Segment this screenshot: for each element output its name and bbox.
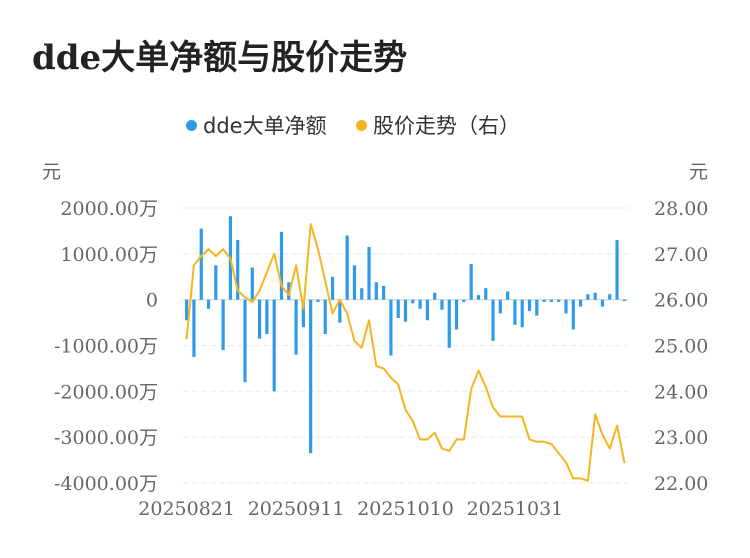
- dde-bar: [600, 299, 605, 307]
- dde-bar: [535, 299, 539, 316]
- dde-bar: [192, 299, 196, 357]
- dde-bar: [309, 299, 313, 454]
- dde-bar: [243, 299, 247, 383]
- price-line-layer: [185, 223, 626, 482]
- left-tick-label: -3000.00万: [54, 427, 158, 449]
- right-tick-label: 28.00: [654, 198, 708, 220]
- dde-bar: [454, 299, 459, 330]
- left-tick-label: -4000.00万: [54, 473, 158, 495]
- x-axis-ticks: 20250821 20250911 20251010 20251031: [138, 498, 563, 520]
- right-axis-ticks: 28.00 27.00 26.00 25.00 24.00 23.00 22.00: [654, 198, 708, 495]
- price-line: [185, 223, 626, 482]
- dde-bar: [185, 299, 189, 321]
- dde-bar: [440, 299, 444, 310]
- dde-bar: [236, 240, 240, 300]
- dde-bar: [374, 282, 378, 300]
- dde-bar: [557, 299, 561, 302]
- x-tick-label: 20251010: [357, 498, 454, 520]
- dde-bar: [469, 263, 473, 300]
- legend-label-price: 股价走势（右）: [373, 114, 520, 138]
- left-tick-label: 1000.00万: [60, 244, 158, 266]
- dde-bar: [345, 235, 349, 300]
- dde-bar: [571, 299, 575, 330]
- right-tick-label: 22.00: [654, 473, 708, 495]
- dde-bar: [527, 299, 532, 312]
- dde-bar: [316, 299, 320, 302]
- dde-bar: [578, 299, 583, 307]
- dde-bar: [418, 299, 422, 309]
- dde-bar: [506, 291, 510, 300]
- left-tick-label: 2000.00万: [60, 198, 158, 220]
- x-tick-label: 20250911: [248, 498, 345, 520]
- dde-bar: [265, 299, 269, 335]
- legend-dot-dde: [186, 119, 197, 131]
- right-tick-label: 23.00: [654, 427, 708, 449]
- dde-bar: [338, 299, 342, 323]
- dde-bar: [542, 299, 546, 302]
- dde-bar: [257, 299, 262, 339]
- dde-bar: [425, 299, 429, 321]
- dde-bar: [382, 285, 386, 300]
- dde-bar: [221, 299, 225, 351]
- left-tick-label: -1000.00万: [54, 336, 158, 358]
- x-tick-label: 20250821: [138, 498, 235, 520]
- dde-bar: [272, 299, 276, 392]
- legend-dot-price: [356, 119, 367, 131]
- legend-label-dde: dde大单净额: [203, 114, 327, 138]
- dde-bar: [403, 299, 408, 322]
- dde-bar: [330, 276, 335, 300]
- dde-bar: [396, 299, 400, 318]
- dde-bar: [250, 267, 254, 300]
- right-axis-unit: 元: [689, 161, 708, 183]
- dde-bar: [367, 246, 371, 300]
- legend: dde大单净额 股价走势（右）: [0, 108, 750, 142]
- dde-bar: [484, 288, 488, 300]
- right-tick-label: 24.00: [654, 381, 708, 403]
- x-tick-label: 20251031: [467, 498, 564, 520]
- dde-bar: [549, 299, 554, 302]
- dde-bar: [279, 231, 284, 300]
- dde-bar: [287, 282, 291, 300]
- dde-bar: [586, 294, 590, 300]
- right-tick-label: 26.00: [654, 290, 708, 312]
- right-tick-label: 25.00: [654, 336, 708, 358]
- dde-bar: [564, 299, 568, 314]
- dde-bar: [476, 295, 481, 300]
- dde-bar: [513, 299, 517, 325]
- dde-bar: [608, 294, 612, 300]
- dde-bar: [520, 299, 524, 328]
- dde-bar: [491, 299, 495, 341]
- dde-bar: [301, 299, 305, 328]
- grid-lines: [183, 207, 628, 484]
- dde-bar: [352, 265, 357, 300]
- dde-bar: [294, 299, 298, 355]
- dde-bar: [214, 265, 218, 300]
- dde-bar: [498, 299, 502, 314]
- left-axis-ticks: 2000.00万 1000.00万 0 -1000.00万 -2000.00万 -3000…: [54, 198, 158, 495]
- dde-bar: [433, 292, 437, 300]
- dde-bar: [323, 299, 327, 335]
- right-tick-label: 27.00: [654, 244, 708, 266]
- dde-bars: [185, 216, 626, 454]
- dde-bar: [447, 299, 451, 348]
- chart-title: dde大单净额与股价走势: [32, 38, 408, 78]
- legend-item-price[interactable]: 股价走势（右）: [356, 108, 520, 142]
- left-tick-label: 0: [146, 290, 158, 312]
- dde-bar: [206, 299, 211, 309]
- dde-bar: [411, 299, 415, 304]
- dde-bar: [593, 292, 597, 300]
- left-tick-label: -2000.00万: [54, 381, 158, 403]
- dde-bar: [389, 299, 393, 356]
- dde-bar: [199, 228, 203, 300]
- dde-bar: [360, 288, 364, 300]
- left-axis-unit: 元: [42, 161, 61, 183]
- dde-bar: [462, 299, 466, 302]
- legend-item-dde[interactable]: dde大单净额: [186, 108, 327, 142]
- dde-bar: [622, 299, 626, 302]
- dde-bar: [615, 240, 619, 300]
